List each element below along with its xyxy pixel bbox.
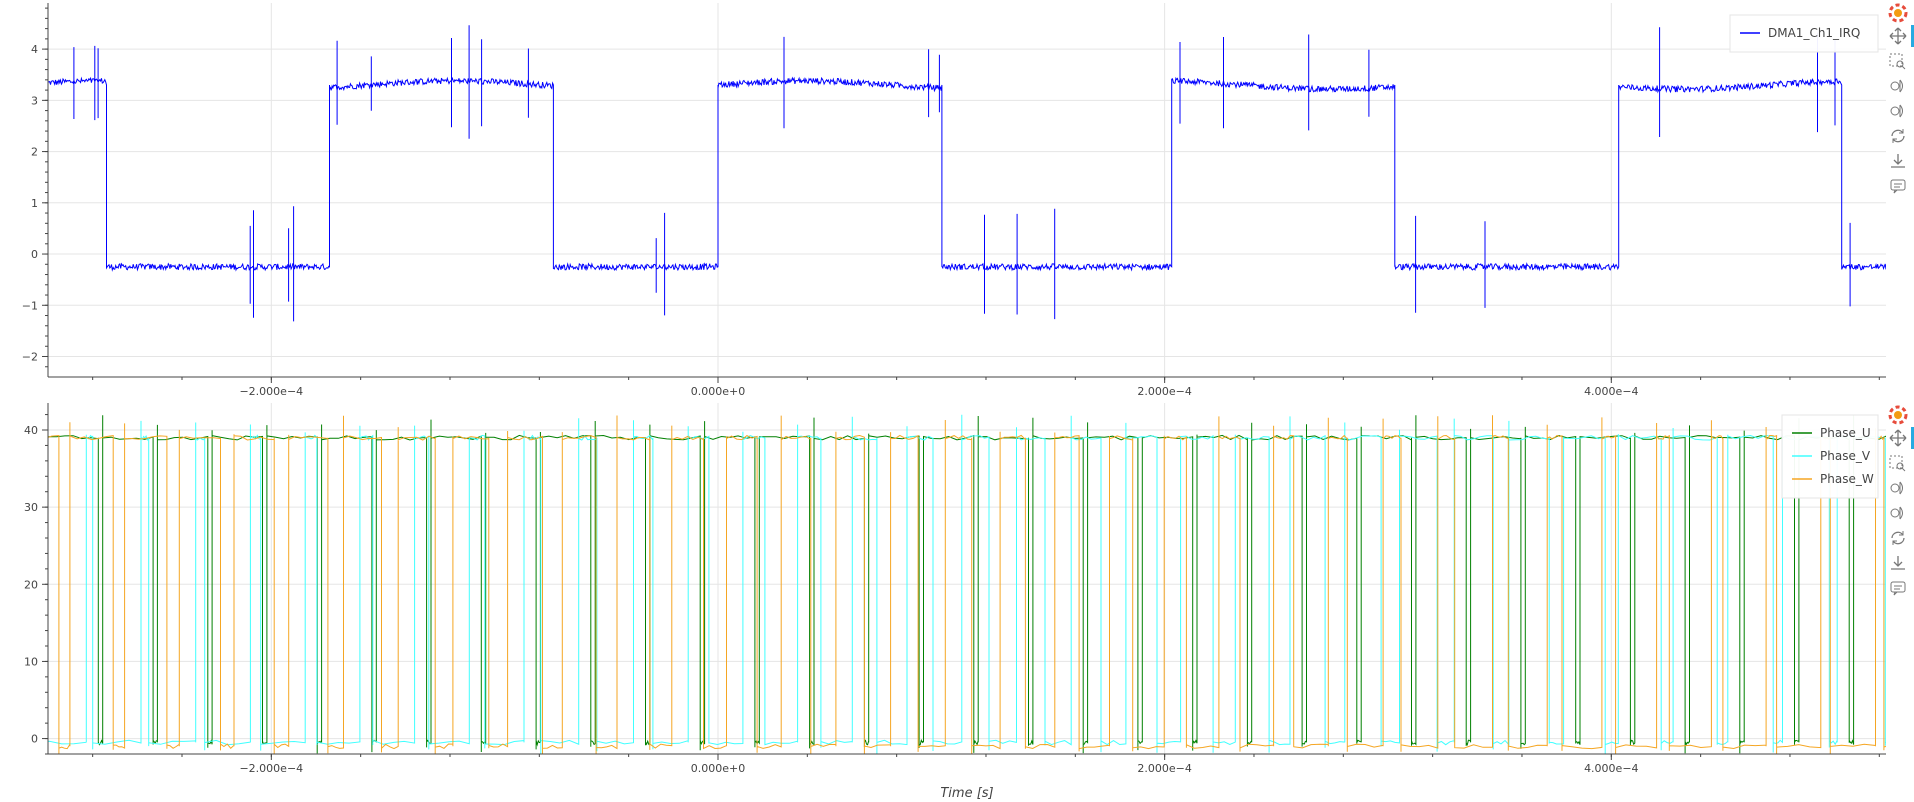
plot-panel-2: 0 10 20 30 40 −2.000e−4 0.000e+0 2.000e−4 4.000e… <box>24 403 1886 801</box>
y-tick-label: 30 <box>24 501 38 514</box>
pan-icon <box>1889 27 1907 45</box>
y-tick-label: 4 <box>31 43 38 56</box>
x-tick-label: 4.000e−4 <box>1584 762 1638 775</box>
box-zoom-tool-button[interactable] <box>1886 452 1910 474</box>
x-tick-label: 2.000e−4 <box>1137 385 1191 398</box>
y-tick-label: −1 <box>22 299 38 312</box>
legend-box <box>1729 14 1879 53</box>
save-icon <box>1891 556 1905 570</box>
y-tick-label: −2 <box>22 351 38 364</box>
pan-icon <box>1889 429 1907 447</box>
bokeh-logo-tool-button <box>1886 404 1910 426</box>
series-line-phase-w <box>48 415 1886 754</box>
series-layer <box>48 414 1886 754</box>
bokeh-logo-icon <box>1888 3 1908 23</box>
y-tick-label: 20 <box>24 578 38 591</box>
wheel-zoom-y-tool-button[interactable] <box>1886 502 1910 524</box>
save-icon <box>1891 154 1905 168</box>
legend-entry: Phase_U <box>1820 426 1871 440</box>
y-tick-label: 1 <box>31 197 38 210</box>
y-tick-label: 40 <box>24 424 38 437</box>
hover-icon <box>1890 581 1906 596</box>
reset-icon <box>1891 129 1905 143</box>
hover-tool-button[interactable] <box>1886 175 1910 197</box>
pan-tool-button[interactable] <box>1886 25 1914 47</box>
bokeh-logo-icon <box>1888 405 1908 425</box>
legend-entry: Phase_W <box>1820 472 1874 486</box>
wheel-zoom-icon <box>1890 481 1903 495</box>
wheel-zoom-icon <box>1890 79 1903 93</box>
wheel-zoom-y-icon <box>1890 506 1903 520</box>
wheel-zoom-y-tool-button[interactable] <box>1886 100 1910 122</box>
legend-entry: Phase_V <box>1820 449 1871 463</box>
legend-entry: DMA1_Ch1_IRQ <box>1768 26 1860 40</box>
save-tool-button[interactable] <box>1886 150 1910 172</box>
x-tick-label: 0.000e+0 <box>691 385 745 398</box>
plot-panel-1: −2 −1 0 1 2 3 4 −2.000e−4 0.000e+0 2.000e−4 4.000e… <box>22 3 1886 398</box>
bokeh-logo-tool-button <box>1886 2 1910 24</box>
active-tool-indicator <box>1911 25 1914 47</box>
x-tick-label: 0.000e+0 <box>691 762 745 775</box>
hover-icon <box>1890 179 1906 194</box>
hover-tool-button[interactable] <box>1886 577 1910 599</box>
box-zoom-icon <box>1889 53 1906 70</box>
x-tick-label: 4.000e−4 <box>1584 385 1638 398</box>
series-layer <box>48 25 1886 322</box>
reset-tool-button[interactable] <box>1886 527 1910 549</box>
x-tick-label: 2.000e−4 <box>1137 762 1191 775</box>
active-tool-indicator <box>1911 427 1914 449</box>
x-axis-label: Time [s] <box>940 786 993 801</box>
x-tick-label: −2.000e−4 <box>239 762 303 775</box>
wheel-zoom-tool-button[interactable] <box>1886 477 1910 499</box>
y-tick-label: 10 <box>24 655 38 668</box>
box-zoom-icon <box>1889 455 1906 472</box>
y-tick-label: 2 <box>31 146 38 159</box>
pan-tool-button[interactable] <box>1886 427 1914 449</box>
x-tick-label: −2.000e−4 <box>239 385 303 398</box>
wheel-zoom-tool-button[interactable] <box>1886 75 1910 97</box>
reset-icon <box>1891 531 1905 545</box>
y-tick-label: 0 <box>31 248 38 261</box>
save-tool-button[interactable] <box>1886 552 1910 574</box>
wheel-zoom-y-icon <box>1890 104 1903 118</box>
legend: Phase_U Phase_V Phase_W <box>1781 414 1879 499</box>
series-line-phase-v <box>48 414 1886 754</box>
box-zoom-tool-button[interactable] <box>1886 50 1910 72</box>
reset-tool-button[interactable] <box>1886 125 1910 147</box>
series-line-dma1-ch1-irq <box>48 25 1886 322</box>
legend: DMA1_Ch1_IRQ <box>1729 14 1879 53</box>
y-tick-label: 3 <box>31 94 38 107</box>
y-tick-label: 0 <box>31 733 38 746</box>
